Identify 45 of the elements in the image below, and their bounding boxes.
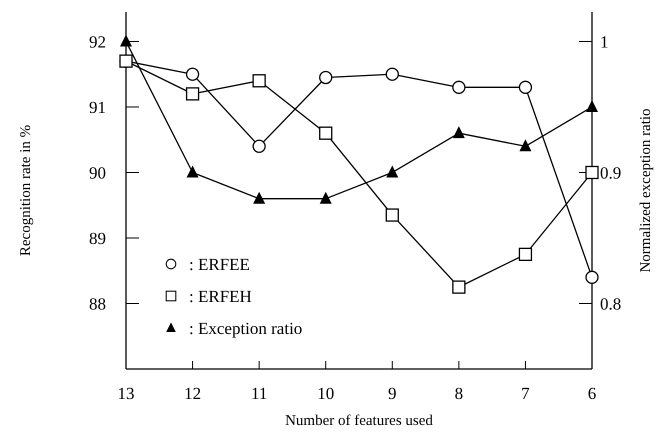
y-axis-title: Recognition rate in % <box>18 124 34 256</box>
point <box>585 166 599 180</box>
point <box>252 74 266 88</box>
point <box>186 68 200 81</box>
point <box>386 68 399 81</box>
point <box>386 165 398 178</box>
point <box>319 126 332 140</box>
point <box>386 208 399 222</box>
y2-tick-label: 1 <box>600 32 608 52</box>
point <box>319 70 332 84</box>
y-tick-label: 88 <box>89 294 106 314</box>
x-tick-label: 13 <box>118 384 134 403</box>
point <box>518 80 532 94</box>
point <box>252 140 266 153</box>
point <box>518 248 532 262</box>
y2-tick-label: 0.9 <box>600 163 622 182</box>
point <box>120 34 132 46</box>
point <box>452 126 465 138</box>
x-tick-label: 9 <box>388 384 397 403</box>
point <box>186 87 200 101</box>
point <box>585 270 599 284</box>
point <box>253 192 266 204</box>
y-tick-label: 90 <box>89 163 106 182</box>
x-tick-label: 6 <box>588 384 596 403</box>
point <box>586 100 598 112</box>
y-tick-label: 91 <box>89 98 106 117</box>
x-tick-label: 12 <box>184 384 202 403</box>
point <box>452 80 466 94</box>
legend-label: : Exception ratio <box>189 318 302 338</box>
x-tick-label: 11 <box>250 384 268 403</box>
point <box>452 280 466 294</box>
point <box>186 165 199 178</box>
legend-label: : ERFEE <box>189 254 250 274</box>
legend-label: : ERFEH <box>189 286 252 306</box>
x-axis-title: Number of features used <box>285 413 434 429</box>
x-tick-label: 7 <box>521 384 530 403</box>
y2-axis-title: Normalized exception ratio <box>638 108 654 273</box>
y2-tick-label: 0.8 <box>600 294 622 314</box>
point <box>320 192 332 204</box>
x-tick-label: 10 <box>317 384 334 403</box>
y-tick-label: 92 <box>89 32 106 52</box>
y-tick-label: 89 <box>89 228 106 248</box>
point <box>119 54 133 68</box>
x-tick-label: 8 <box>454 384 464 403</box>
point <box>519 139 532 152</box>
